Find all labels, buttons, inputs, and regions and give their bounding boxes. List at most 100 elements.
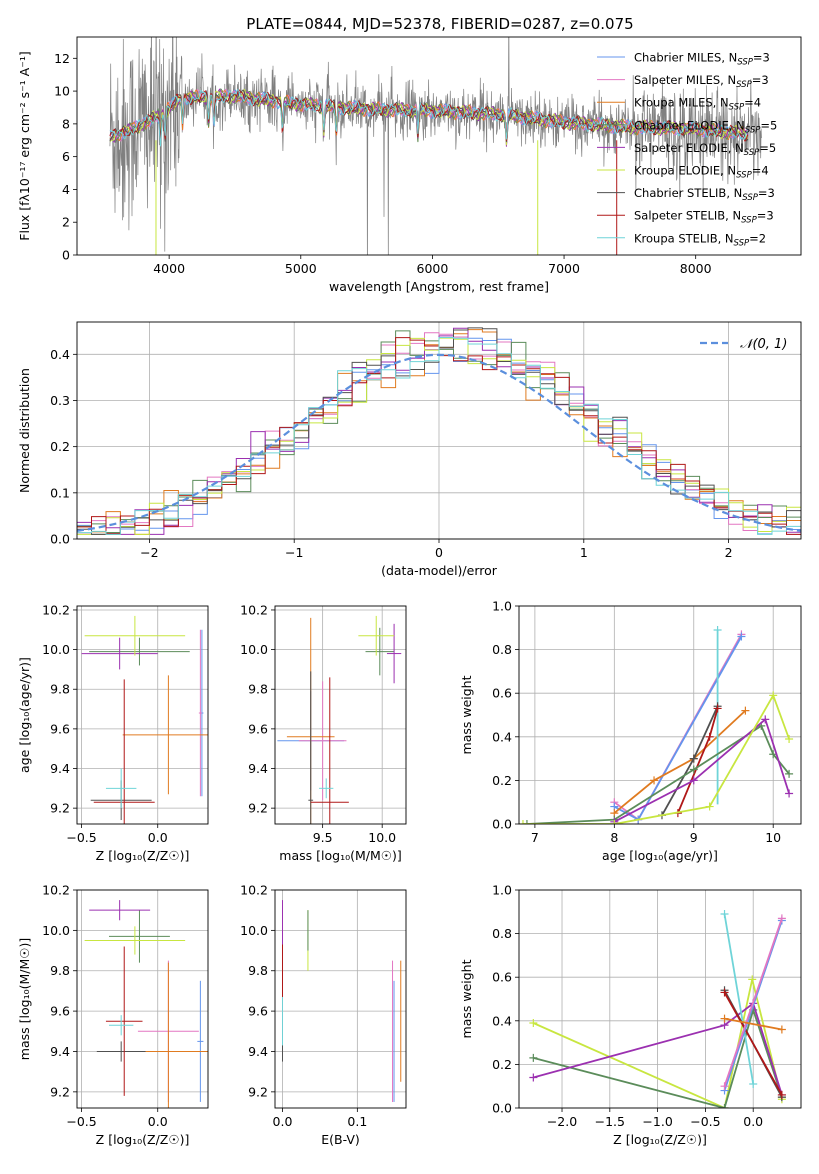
weight_vs_Z-axes: −2.0 −1.5 −1.0 −0.5 0.0 0.0 0.2 0.4 0.6 0.8 1.0 Z [… xyxy=(459,883,801,1147)
errorbar-point xyxy=(198,629,202,797)
y-tick-label: 9.6 xyxy=(50,1004,70,1019)
errorbar-point xyxy=(358,615,395,656)
y-tick-label: 10.2 xyxy=(240,602,268,617)
y-tick-label: 2 xyxy=(62,215,70,230)
y-tick-label: 0.2 xyxy=(492,773,512,788)
y-tick-label: 9.6 xyxy=(50,721,70,736)
legend-entry: Kroupa ELODIE, NSSP=4 xyxy=(634,164,769,181)
x-axis-label: mass [log₁₀(M/M☉)] xyxy=(279,848,401,863)
y-axis-label: mass weight xyxy=(459,675,474,754)
age_vs_Z-plot-area xyxy=(81,615,208,824)
weight-point-marker xyxy=(720,1104,729,1108)
x-tick-label: −2 xyxy=(140,545,158,560)
axes-frame xyxy=(76,321,802,540)
legend-entry: Salpeter MILES, NSSP=3 xyxy=(634,73,769,90)
weight-point-marker xyxy=(650,776,659,785)
y-tick-label: 9.8 xyxy=(248,682,268,697)
weight-point-marker xyxy=(713,704,722,713)
x-axis-label: age [log₁₀(age/yr)] xyxy=(602,848,718,863)
weight-point-marker xyxy=(741,706,750,715)
x-tick-label: −2.0 xyxy=(547,1114,577,1129)
weight-point-marker xyxy=(761,715,770,724)
residuals-plot-area xyxy=(77,327,801,535)
errorbar-point xyxy=(105,946,143,1096)
x-axis-label: Z [log₁₀(Z/Z☉)] xyxy=(613,1132,707,1147)
weight_vs_age-axes: 7 8 9 10 0.0 0.2 0.4 0.6 0.8 1.0 age [log₁₀(age/yr… xyxy=(459,599,801,863)
x-axis-label: Z [log₁₀(Z/Z☉)] xyxy=(96,1132,190,1147)
weight-line xyxy=(613,633,743,821)
x-tick-label: 8000 xyxy=(680,261,712,276)
y-tick-label: 9.8 xyxy=(50,963,70,978)
x-tick-label: −0.5 xyxy=(690,1114,720,1129)
weight-line xyxy=(526,724,790,824)
y-tick-label: 9.8 xyxy=(248,963,268,978)
weight-point-marker xyxy=(777,1025,786,1034)
legend-entry: Chabrier MILES, NSSP=3 xyxy=(634,51,770,68)
weight-point-marker xyxy=(785,769,794,778)
weight-point-marker xyxy=(705,802,714,811)
x-tick-label: 0.0 xyxy=(148,830,168,845)
weight-line xyxy=(613,709,747,814)
y-tick-label: 10.0 xyxy=(240,642,268,657)
weight-point-marker xyxy=(720,909,729,918)
weight-point-marker xyxy=(689,765,698,774)
y-tick-label: 9.2 xyxy=(248,1084,268,1099)
residuals-axes: −2 −1 0 1 2 0.0 0.1 0.2 0.3 0.4 (data-model)/error… xyxy=(17,322,801,578)
y-tick-label: 9.2 xyxy=(248,801,268,816)
y-tick-label: 12 xyxy=(54,51,70,66)
axes-frame xyxy=(76,605,209,825)
weight-point-marker xyxy=(749,1080,758,1089)
errorbar-point xyxy=(96,1041,146,1062)
x-tick-label: 0.1 xyxy=(347,1114,367,1129)
errorbar-point xyxy=(93,679,155,824)
x-tick-label: 0.0 xyxy=(743,1114,763,1129)
y-axis-label: mass weight xyxy=(459,959,474,1038)
errorbar-point xyxy=(89,637,190,666)
weight-line xyxy=(533,1001,783,1096)
y-tick-label: 10.0 xyxy=(240,923,268,938)
axes-frame xyxy=(518,605,802,825)
weight-point-marker xyxy=(689,754,698,763)
weight-line xyxy=(723,913,755,1085)
y-tick-label: 9.4 xyxy=(248,761,268,776)
x-tick-label: −1.5 xyxy=(595,1114,625,1129)
x-tick-label: 0 xyxy=(435,545,443,560)
mass_vs_Z-axes: −0.5 0.0 9.2 9.4 9.6 9.8 10.0 10.2 Z [log₁₀(Z/Z☉… xyxy=(17,883,208,1147)
weight-point-marker xyxy=(720,1082,729,1091)
y-tick-label: 0.6 xyxy=(492,686,512,701)
y-tick-label: 0.1 xyxy=(50,485,70,500)
x-tick-label: 10 xyxy=(765,830,781,845)
x-axis-label: (data-model)/error xyxy=(381,563,498,578)
weight-line xyxy=(523,693,790,824)
x-tick-label: 2 xyxy=(725,545,733,560)
y-tick-label: 0.2 xyxy=(50,439,70,454)
x-tick-label: 1 xyxy=(580,545,588,560)
model-spectrum-line xyxy=(109,88,749,147)
y-tick-label: 0.8 xyxy=(492,642,512,657)
x-axis-label: Z [log₁₀(Z/Z☉)] xyxy=(96,848,190,863)
errorbar-point xyxy=(308,671,314,824)
weight-line xyxy=(723,992,783,1096)
errorbar-point xyxy=(298,681,347,801)
normal-curve-line xyxy=(77,353,801,532)
weight-point-marker xyxy=(748,975,757,984)
y-tick-label: 1.0 xyxy=(492,883,512,898)
errorbar-point xyxy=(108,1015,134,1036)
weight-point-marker xyxy=(785,789,794,798)
y-axis-label: Flux [fλ10⁻¹⁷ erg cm⁻² s⁻¹ A⁻¹] xyxy=(17,51,32,240)
y-tick-label: 10.2 xyxy=(42,602,70,617)
model-spectrum-line xyxy=(109,88,749,147)
weight-point-marker xyxy=(519,820,527,824)
weight-point-marker xyxy=(769,691,778,700)
y-tick-label: 0.0 xyxy=(492,817,512,832)
weight-point-marker xyxy=(777,1090,786,1099)
weight-point-marker xyxy=(720,1014,729,1023)
x-tick-label: 9.5 xyxy=(313,830,333,845)
x-tick-label: 5000 xyxy=(285,261,317,276)
x-tick-label: 6000 xyxy=(417,261,449,276)
weight-point-marker xyxy=(529,1018,538,1027)
y-tick-label: 9.6 xyxy=(248,721,268,736)
figure-title: PLATE=0844, MJD=52378, FIBERID=0287, z=0… xyxy=(246,15,633,33)
errorbar-point xyxy=(84,926,186,955)
y-tick-label: 0.0 xyxy=(50,532,70,547)
